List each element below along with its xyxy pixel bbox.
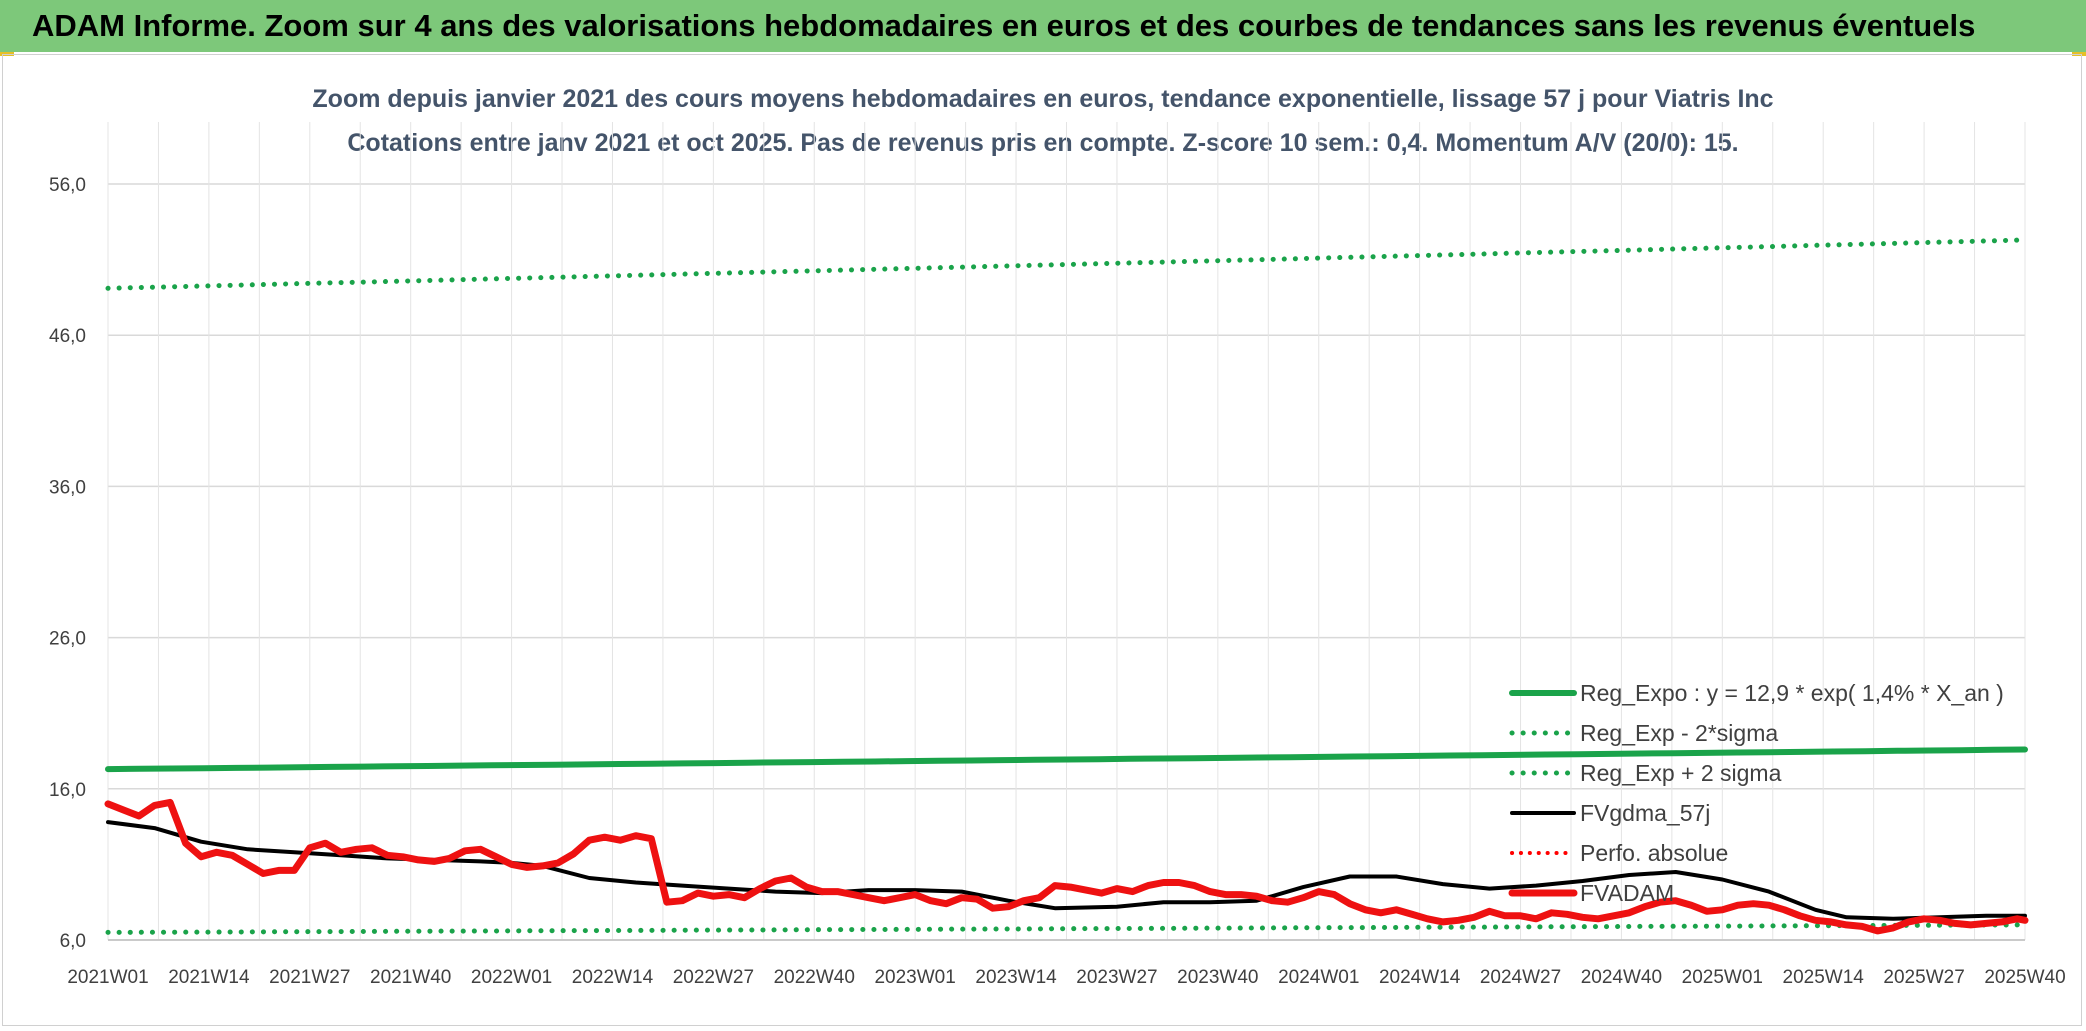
x-tick-label: 2025W01	[1682, 967, 1763, 988]
chart-frame	[2, 54, 2082, 1026]
chart-title: Zoom depuis janvier 2021 des cours moyen…	[312, 85, 1773, 113]
banner-title: ADAM Informe. Zoom sur 4 ans des valoris…	[32, 8, 1976, 43]
x-tick-label: 2021W27	[269, 967, 350, 988]
legend-label: FVgdma_57j	[1580, 800, 1710, 826]
x-tick-label: 2023W40	[1177, 967, 1258, 988]
x-tick-label: 2023W27	[1076, 967, 1157, 988]
x-tick-label: 2022W01	[471, 967, 552, 988]
y-tick-label: 16,0	[49, 780, 86, 801]
series-line-0	[105, 746, 2028, 773]
x-tick-label: 2024W14	[1379, 967, 1461, 988]
legend-label: Reg_Exp + 2 sigma	[1580, 760, 1782, 786]
y-tick-label: 26,0	[49, 629, 86, 650]
x-tick-label: 2022W40	[774, 967, 855, 988]
x-tick-label: 2021W01	[67, 967, 148, 988]
x-tick-label: 2024W27	[1480, 967, 1561, 988]
y-tick-label: 56,0	[49, 175, 86, 196]
y-axis-ticks: 6,0 16,0 26,0 36,0 46,0 56,0	[49, 175, 86, 952]
x-tick-label: 2024W40	[1581, 967, 1662, 988]
gridlines	[107, 122, 2026, 941]
x-axis-ticks: 2021W01 2021W14 2021W27 2021W40 2022W01 2022W…	[67, 967, 2065, 988]
legend-label: Reg_Exp - 2*sigma	[1580, 720, 1778, 746]
series-line-1	[105, 922, 2028, 935]
report-banner: ADAM Informe. Zoom sur 4 ans des valoris…	[0, 0, 2086, 52]
x-tick-label: 2024W01	[1278, 967, 1359, 988]
series-layer	[104, 237, 2029, 935]
legend-label: FVADAM	[1580, 880, 1674, 906]
series-line-5	[104, 798, 2029, 935]
legend-label: Perfo. absolue	[1580, 840, 1728, 866]
x-tick-label: 2022W27	[673, 967, 754, 988]
x-tick-label: 2023W14	[975, 967, 1057, 988]
legend-label: Reg_Expo : y = 12,9 * exp( 1,4% * X_an )	[1580, 680, 2004, 706]
chart-subtitle: Cotations entre janv 2021 et oct 2025. P…	[347, 129, 1738, 157]
x-tick-label: 2022W14	[572, 967, 654, 988]
x-tick-label: 2025W40	[1984, 967, 2065, 988]
x-tick-label: 2021W14	[168, 967, 250, 988]
y-tick-label: 46,0	[49, 326, 86, 347]
y-tick-label: 6,0	[60, 931, 86, 952]
series-line-2	[105, 237, 2028, 291]
x-tick-label: 2025W14	[1783, 967, 1865, 988]
legend: Reg_Expo : y = 12,9 * exp( 1,4% * X_an )…	[1508, 680, 2004, 906]
y-tick-label: 36,0	[49, 477, 86, 498]
x-tick-label: 2023W01	[874, 967, 955, 988]
x-tick-label: 2025W27	[1883, 967, 1964, 988]
x-tick-label: 2021W40	[370, 967, 451, 988]
